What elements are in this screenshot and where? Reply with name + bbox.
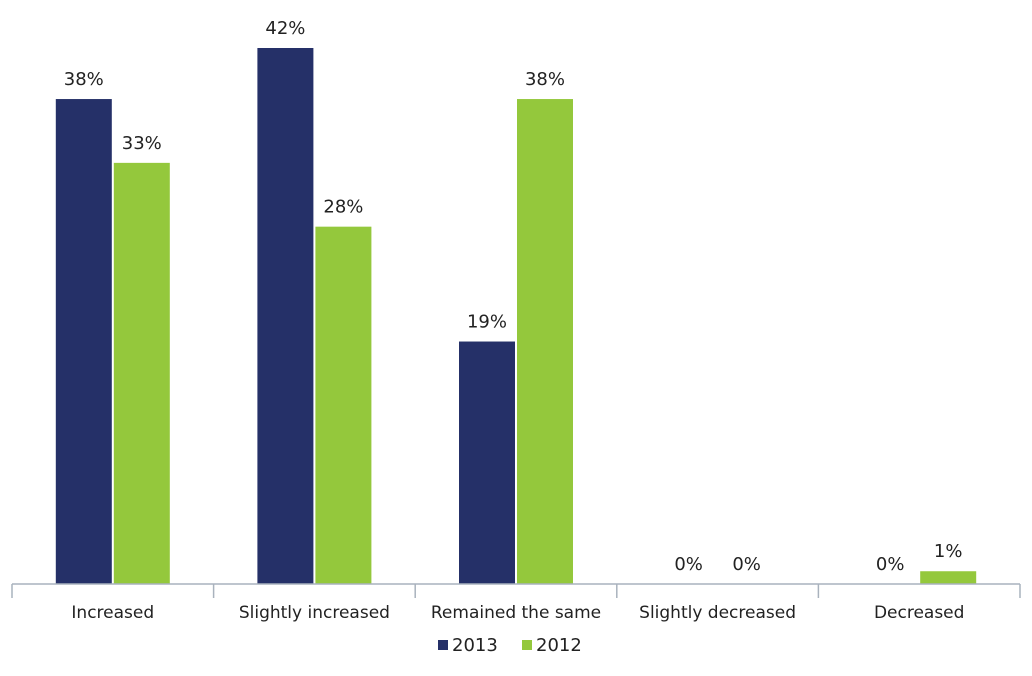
x-tick-label: Remained the same: [431, 603, 601, 623]
data-label-2012-3: 0%: [732, 554, 761, 575]
legend-label-2012: 2012: [536, 635, 582, 656]
data-labels-layer: 38% 33% 42% 28% 19% 38% 0% 0% 0% 1%: [64, 18, 963, 575]
bar-2012-remained-the-same: [517, 99, 573, 585]
data-label-2013-1: 42%: [265, 18, 305, 39]
data-label-2012-4: 1%: [934, 541, 963, 562]
bar-2012-slightly-increased: [315, 226, 372, 584]
bar-2013-slightly-increased: [257, 48, 314, 584]
x-tick-label: Decreased: [874, 603, 965, 623]
bars-layer: [55, 48, 977, 585]
data-label-2013-3: 0%: [674, 554, 703, 575]
data-label-2013-2: 19%: [467, 312, 507, 333]
data-label-2012-2: 38%: [525, 69, 565, 90]
x-axis: Increased Slightly increased Remained the …: [11, 583, 1021, 623]
legend-label-2013: 2013: [452, 635, 498, 656]
x-tick-label: Increased: [71, 603, 154, 623]
bar-2012-increased: [113, 162, 170, 584]
legend-swatch-2013: [438, 640, 448, 650]
x-tick-label: Slightly decreased: [639, 603, 796, 623]
x-tick-label: Slightly increased: [239, 603, 390, 623]
data-label-2013-4: 0%: [876, 554, 905, 575]
bar-2013-increased: [55, 99, 112, 585]
legend: 2013 2012: [438, 635, 582, 656]
data-label-2013-0: 38%: [64, 69, 104, 90]
bar-2013-remained-the-same: [459, 341, 515, 584]
data-label-2012-0: 33%: [122, 133, 162, 154]
bar-2012-decreased: [920, 571, 977, 584]
data-label-2012-1: 28%: [323, 197, 363, 218]
legend-swatch-2012: [522, 640, 532, 650]
